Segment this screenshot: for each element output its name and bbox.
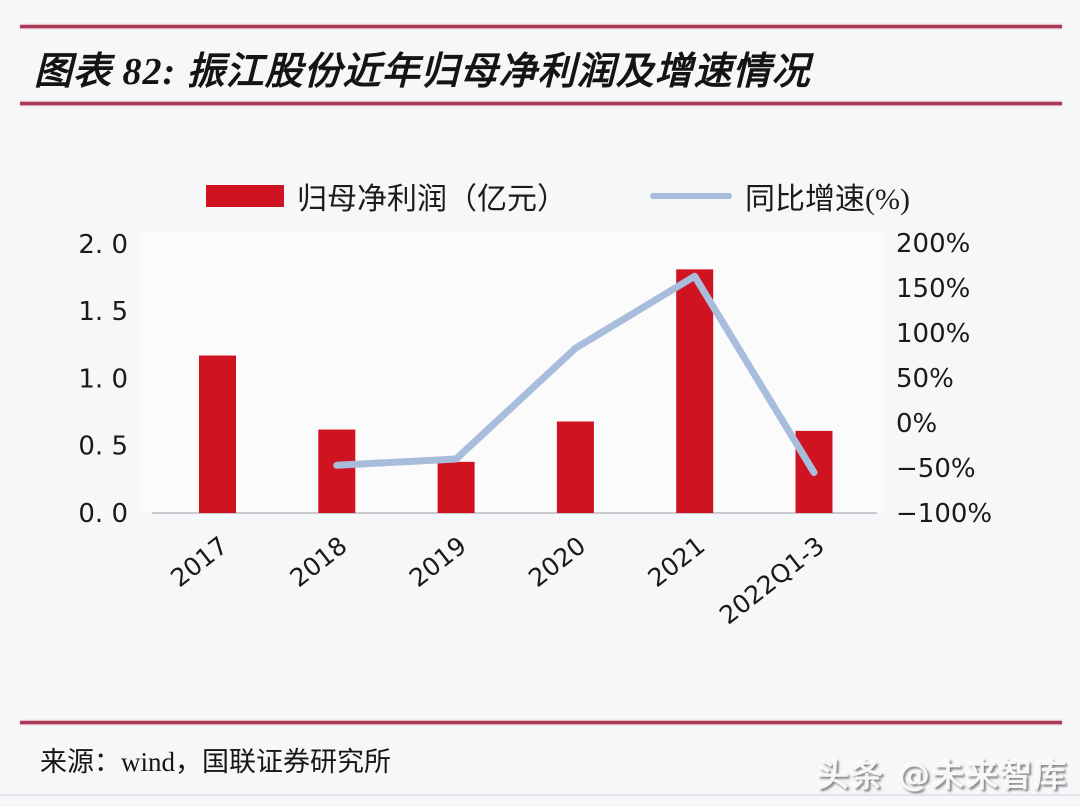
right-axis-tick-label: −100%: [896, 499, 992, 529]
plot-area: [140, 231, 885, 513]
bar-2019: [437, 461, 475, 513]
legend-item-growth: 同比增速(%): [650, 178, 910, 216]
x-axis-label-2019: 2019: [404, 531, 472, 593]
x-axis-label-2022Q1-3: 2022Q1-3: [714, 531, 830, 630]
x-axis-label-2018: 2018: [285, 531, 353, 593]
left-axis-tick-label: 1. 5: [78, 297, 128, 327]
left-axis-tick-label: 1. 0: [78, 364, 128, 394]
line-series-swatch: [650, 193, 732, 199]
line-series-label: 同比增速(%): [745, 183, 910, 216]
growth-line: [333, 272, 818, 476]
right-axis-tick-label: 50%: [896, 364, 954, 394]
legend-item-net-profit: 归母净利润（亿元）: [206, 178, 567, 216]
x-axis-label-2021: 2021: [642, 531, 710, 593]
bar-2017: [199, 355, 236, 513]
left-axis-tick-label: 0. 5: [78, 432, 128, 462]
right-axis-tick-label: 100%: [896, 319, 970, 349]
x-axis-label-2020: 2020: [523, 531, 591, 593]
right-axis-tick-label: −50%: [896, 454, 976, 484]
figure-title: 图表 82: 振江股份近年归母净利润及增速情况: [34, 51, 811, 93]
x-axis-label-2017: 2017: [165, 531, 233, 593]
watermark: 头条 @未来智库: [816, 756, 1068, 794]
bar-2021: [676, 269, 714, 513]
bar-series-swatch: [206, 185, 284, 207]
bottom-divider: [0, 794, 1080, 796]
source-note: 来源：wind，国联证券研究所: [40, 747, 391, 777]
footer-rule: [20, 721, 1062, 724]
right-axis-tick-label: 200%: [896, 229, 970, 259]
bar-2020: [556, 421, 594, 513]
title-underline-rule: [20, 102, 1062, 105]
bar-2018: [318, 429, 356, 513]
bar-series-label: 归母净利润（亿元）: [297, 183, 567, 216]
left-axis-tick-label: 2. 0: [78, 230, 128, 260]
right-axis-tick-label: 0%: [896, 409, 937, 439]
top-rule: [20, 25, 1062, 28]
left-axis-tick-label: 0. 0: [78, 499, 128, 529]
right-axis-tick-label: 150%: [896, 274, 970, 304]
